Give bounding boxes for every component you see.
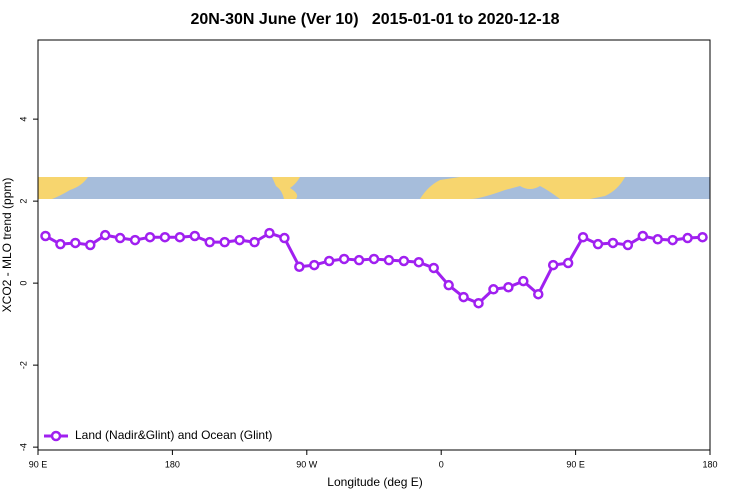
data-point bbox=[234, 234, 245, 246]
data-point bbox=[353, 254, 365, 266]
data-line bbox=[44, 231, 703, 305]
data-point bbox=[129, 234, 141, 246]
data-point bbox=[189, 230, 201, 242]
data-point bbox=[697, 231, 708, 243]
data-point bbox=[577, 231, 589, 243]
data-point bbox=[503, 281, 514, 293]
land bbox=[420, 177, 625, 199]
data-point bbox=[458, 291, 469, 303]
data-point bbox=[40, 230, 51, 242]
legend-marker bbox=[50, 430, 62, 442]
data-point bbox=[488, 284, 499, 295]
data-point bbox=[398, 255, 410, 267]
data-point bbox=[99, 229, 111, 241]
data-point bbox=[443, 279, 454, 291]
data-point bbox=[592, 238, 604, 250]
data-point bbox=[159, 231, 171, 243]
data-point bbox=[682, 232, 693, 244]
map-band bbox=[38, 177, 710, 199]
data-point bbox=[309, 259, 320, 271]
data-point bbox=[144, 231, 156, 243]
x-tick-label: 90 W bbox=[296, 459, 318, 469]
data-point bbox=[219, 236, 230, 248]
data-point bbox=[413, 256, 425, 268]
data-point bbox=[667, 234, 678, 246]
data-point bbox=[637, 230, 649, 242]
data-point bbox=[383, 254, 395, 266]
data-point bbox=[279, 232, 290, 244]
legend: Land (Nadir&Glint) and Ocean (Glint) bbox=[44, 428, 272, 442]
data-point bbox=[294, 261, 305, 272]
data-point bbox=[562, 257, 574, 269]
land bbox=[38, 177, 88, 199]
data-point bbox=[428, 262, 439, 274]
data-point bbox=[473, 297, 484, 309]
data-point bbox=[547, 259, 559, 271]
data-point bbox=[338, 253, 350, 265]
legend-label: Land (Nadir&Glint) and Ocean (Glint) bbox=[75, 428, 272, 442]
y-tick-label: -4 bbox=[18, 443, 28, 451]
land bbox=[272, 177, 300, 199]
chart-title: 20N-30N June (Ver 10) 2015-01-01 to 2020… bbox=[190, 11, 559, 28]
data-point bbox=[204, 236, 215, 248]
y-tick-label: 2 bbox=[18, 199, 28, 204]
data-point bbox=[85, 239, 96, 251]
x-tick-label: 90 E bbox=[566, 459, 585, 469]
x-tick-label: 180 bbox=[165, 459, 180, 469]
data-point bbox=[368, 253, 380, 265]
data-point bbox=[622, 239, 634, 251]
data-point bbox=[607, 237, 619, 249]
data-point bbox=[652, 234, 663, 245]
data-point bbox=[264, 227, 275, 239]
x-axis-label: Longitude (deg E) bbox=[327, 475, 422, 489]
plot-frame bbox=[37, 39, 711, 451]
data-point bbox=[323, 255, 335, 267]
data-point bbox=[70, 237, 81, 249]
data-point bbox=[518, 275, 529, 287]
x-tick-label: 90 E bbox=[29, 459, 48, 469]
y-tick-label: 4 bbox=[18, 117, 28, 122]
data-point bbox=[55, 238, 66, 250]
y-tick-label: 0 bbox=[18, 281, 28, 286]
y-axis-label: XCO2 - MLO trend (ppm) bbox=[0, 178, 14, 313]
data-point bbox=[249, 236, 260, 248]
data-point bbox=[174, 231, 186, 243]
data-point bbox=[533, 288, 544, 300]
x-tick-label: 180 bbox=[702, 459, 717, 469]
data-point bbox=[114, 232, 126, 244]
x-tick-label: 0 bbox=[439, 459, 444, 469]
y-tick-label: -2 bbox=[18, 361, 28, 369]
